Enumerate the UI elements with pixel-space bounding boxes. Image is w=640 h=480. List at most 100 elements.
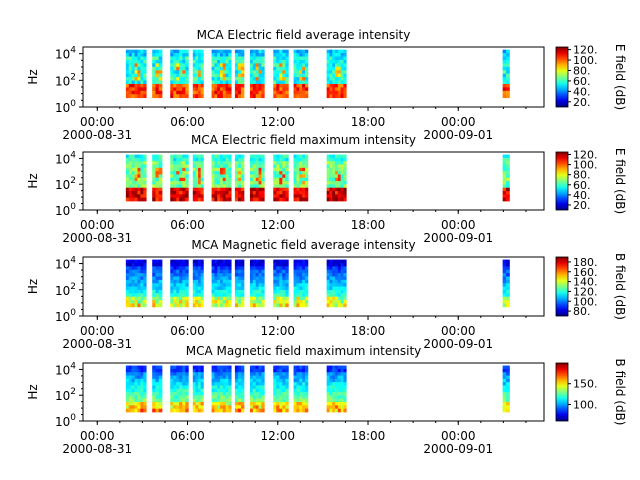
- colorbar-tick-label: 100.: [573, 295, 598, 308]
- x-end-date: 2000-09-01: [423, 337, 493, 351]
- x-tick-label: 18:00: [351, 324, 386, 338]
- colorbar-tick-label: 80.: [573, 64, 591, 77]
- x-start-date: 2000-08-31: [62, 231, 132, 245]
- y-tick-label: 104: [55, 46, 76, 62]
- spectrogram-block: [211, 259, 232, 308]
- spectrogram-block: [273, 154, 289, 202]
- spectrogram-block: [211, 154, 232, 202]
- spectrogram-block: [293, 154, 309, 202]
- spectrogram-block: [273, 259, 289, 308]
- colorbar-tick-label: 180.: [573, 256, 598, 269]
- y-tick-label: 104: [55, 361, 76, 377]
- x-tick-label: 00:00: [441, 429, 476, 443]
- x-end-date: 2000-09-01: [423, 231, 493, 245]
- y-axis-label: Hz: [26, 384, 40, 399]
- x-end-date: 2000-09-01: [423, 442, 493, 456]
- spectrogram-block: [192, 154, 204, 202]
- spectrogram-block: [502, 154, 510, 202]
- colorbar-label: E field (dB): [613, 148, 627, 214]
- chart-title: MCA Magnetic field average intensity: [191, 238, 415, 252]
- colorbar-tick-label: 60.: [573, 179, 591, 192]
- chart-panel-3: MCA Magnetic field average intensity 100 1…: [26, 238, 627, 351]
- spectrogram-block: [502, 259, 510, 308]
- spectrogram-block: [152, 365, 163, 413]
- colorbar: [555, 151, 569, 211]
- chart-panel-4: MCA Magnetic field maximum intensity 100 1…: [26, 344, 627, 456]
- colorbar-tick-label: 150.: [573, 378, 598, 391]
- spectrogram-block: [125, 365, 147, 413]
- x-tick-label: 18:00: [351, 218, 386, 232]
- spectrogram-block: [170, 49, 189, 99]
- spectrogram-block: [152, 154, 163, 202]
- x-tick-label: 06:00: [170, 429, 205, 443]
- spectrogram-block: [273, 49, 289, 99]
- colorbar: [555, 362, 569, 422]
- x-tick-label: 00:00: [80, 324, 115, 338]
- spectrogram-block: [192, 259, 204, 308]
- y-axis-label: Hz: [26, 69, 40, 84]
- x-tick-label: 18:00: [351, 429, 386, 443]
- colorbar-label: E field (dB): [613, 44, 627, 110]
- x-tick-label: 00:00: [441, 115, 476, 129]
- x-start-date: 2000-08-31: [62, 337, 132, 351]
- x-tick-label: 00:00: [80, 218, 115, 232]
- x-tick-label: 06:00: [170, 218, 205, 232]
- spectrogram-block: [326, 49, 347, 99]
- spectrogram-block: [234, 365, 245, 413]
- plot-frame: [82, 151, 545, 211]
- spectrogram-block: [234, 259, 245, 308]
- spectrogram-block: [502, 365, 510, 413]
- spectrogram-block: [192, 49, 204, 99]
- y-axis-label: Hz: [26, 173, 40, 188]
- x-tick-label: 00:00: [80, 115, 115, 129]
- colorbar-tick-label: 20.: [573, 96, 591, 109]
- x-tick-label: 12:00: [260, 115, 295, 129]
- chart-title: MCA Electric field average intensity: [197, 28, 411, 42]
- colorbar-tick-label: 40.: [573, 85, 591, 98]
- spectrogram-block: [211, 365, 232, 413]
- chart-panel-2: MCA Electric field maximum intensity 100 1…: [26, 133, 627, 245]
- y-tick-label: 102: [55, 387, 76, 403]
- spectrogram-block: [125, 49, 147, 99]
- colorbar-tick-label: 120.: [573, 285, 598, 298]
- spectrogram-block: [249, 259, 265, 308]
- spectrogram-block: [326, 154, 347, 202]
- colorbar-tick-label: 100.: [573, 54, 598, 67]
- spectrogram-block: [192, 365, 204, 413]
- spectrogram-block: [152, 49, 163, 99]
- colorbar-tick-label: 120.: [573, 149, 598, 162]
- plot-frame: [82, 46, 545, 108]
- x-tick-label: 00:00: [80, 429, 115, 443]
- plot-frame: [82, 362, 545, 422]
- spectrogram-block: [326, 365, 347, 413]
- x-tick-label: 06:00: [170, 115, 205, 129]
- colorbar-label: B field (dB): [613, 359, 627, 426]
- y-tick-label: 100: [55, 202, 76, 218]
- y-tick-label: 100: [55, 413, 76, 429]
- colorbar: [555, 46, 569, 108]
- spectrogram-block: [293, 259, 309, 308]
- colorbar-tick-label: 40.: [573, 189, 591, 202]
- colorbar-tick-label: 100.: [573, 159, 598, 172]
- colorbar-tick-label: 120.: [573, 44, 598, 57]
- x-tick-label: 00:00: [441, 218, 476, 232]
- colorbar-tick-label: 100.: [573, 398, 598, 411]
- colorbar: [555, 256, 569, 317]
- spectrogram-block: [234, 154, 245, 202]
- y-tick-label: 104: [55, 256, 76, 272]
- spectrogram-block: [125, 259, 147, 308]
- y-tick-label: 102: [55, 282, 76, 298]
- spectrogram-block: [293, 365, 309, 413]
- colorbar-tick-label: 160.: [573, 266, 598, 279]
- y-axis-label: Hz: [26, 279, 40, 294]
- x-start-date: 2000-08-31: [62, 442, 132, 456]
- x-tick-label: 12:00: [260, 324, 295, 338]
- x-tick-label: 18:00: [351, 115, 386, 129]
- spectrogram-block: [273, 365, 289, 413]
- spectrogram-block: [170, 365, 189, 413]
- spectrogram-block: [326, 259, 347, 308]
- colorbar-tick-label: 80.: [573, 169, 591, 182]
- plot-frame: [82, 256, 545, 317]
- spectrogram-block: [211, 49, 232, 99]
- colorbar-tick-label: 60.: [573, 75, 591, 88]
